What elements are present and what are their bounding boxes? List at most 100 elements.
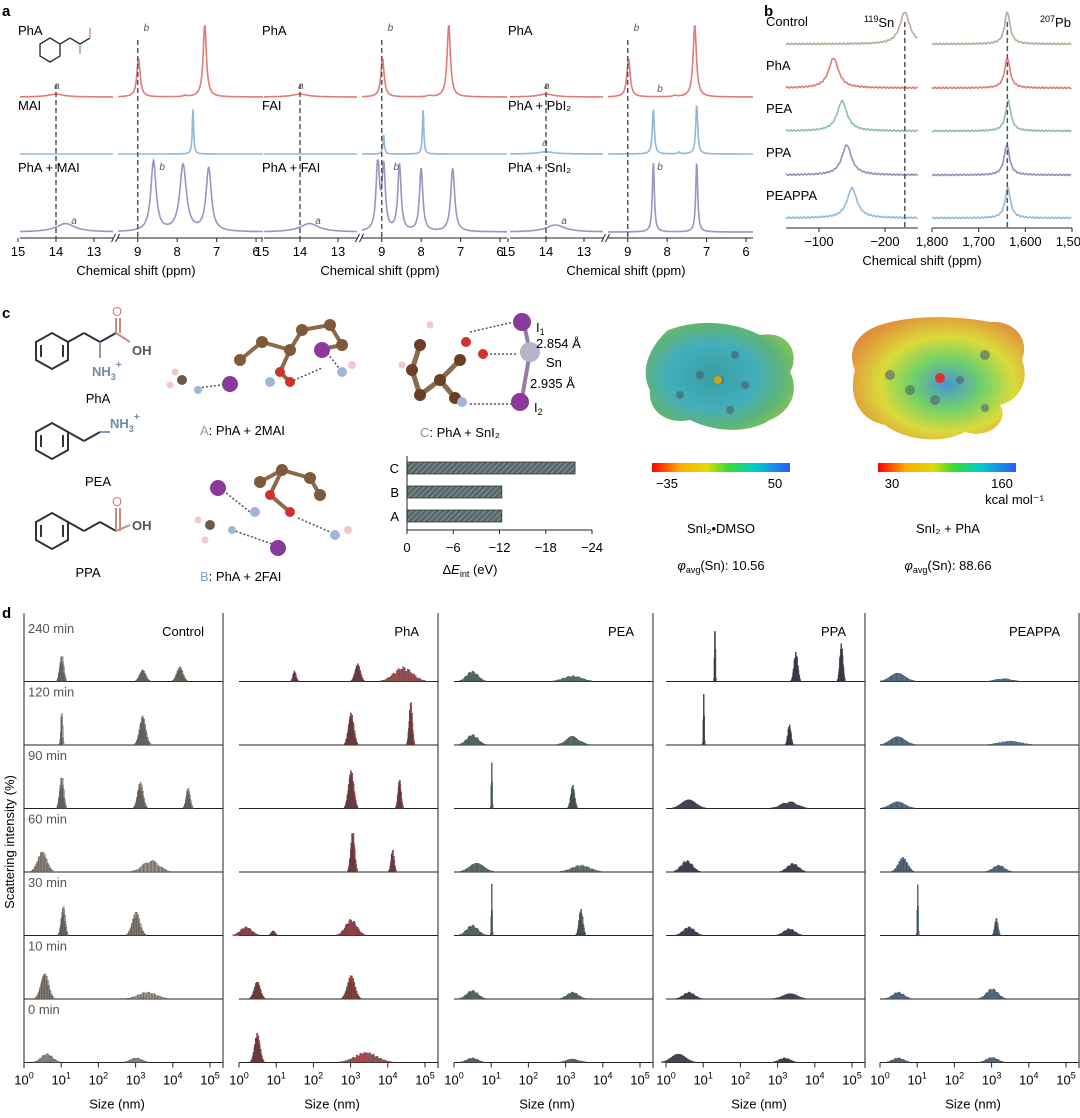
eint-bar-A xyxy=(406,509,503,523)
dls-bar xyxy=(898,736,901,746)
dls-bar xyxy=(696,804,699,809)
dls-bar xyxy=(385,678,387,682)
dls-bar xyxy=(887,677,890,682)
dls-bar xyxy=(898,673,901,682)
dls-bar xyxy=(461,870,463,873)
dls-bar xyxy=(776,806,778,809)
dls-bar xyxy=(589,868,592,873)
dls-bar xyxy=(775,997,777,1000)
nmr-group-2: PhA PhA + PbI₂ PhA + SnI₂ a b a b a b 15 14 13 9 8 7 6 C… xyxy=(501,23,753,278)
dls-y-axis-label: Scattering intensity (%) xyxy=(2,775,17,909)
pha-o-label: O xyxy=(112,304,122,319)
dls-bar xyxy=(166,998,169,1000)
x-axis-label: Size (nm) xyxy=(731,1097,787,1112)
dls-bar xyxy=(594,869,596,873)
esp2-title: SnI₂ + PhA xyxy=(916,521,980,536)
dls-bar xyxy=(684,1056,686,1063)
dls-bar xyxy=(800,934,803,936)
dls-bar xyxy=(900,737,902,746)
dls-bar xyxy=(138,994,141,1000)
dls-bar xyxy=(356,868,358,873)
dls-bar xyxy=(905,676,907,682)
x-axis-label: Size (nm) xyxy=(519,1097,575,1112)
dls-bar xyxy=(687,799,689,809)
dls-bar xyxy=(491,782,493,809)
dls-bar xyxy=(910,807,912,809)
dls-bar xyxy=(798,996,801,1000)
dls-bar xyxy=(897,673,900,682)
x-tick-label: 6 xyxy=(742,244,749,259)
tick-base: 10 xyxy=(163,1073,177,1088)
dls-bar xyxy=(715,677,717,682)
dls-bar xyxy=(796,995,798,1000)
dls-bar xyxy=(896,736,898,746)
dls-column-title: PhA xyxy=(394,624,419,639)
dls-bar xyxy=(691,800,694,809)
dls-bar xyxy=(994,679,996,682)
dls-bar xyxy=(146,1061,149,1063)
pha-structure xyxy=(35,318,131,371)
tick-base: 10 xyxy=(444,1073,458,1088)
complex-c-label: C: PhA + SnI₂ xyxy=(420,425,500,440)
dls-bar xyxy=(682,802,684,809)
nmr-trace-label: PhA + MAI xyxy=(18,160,80,175)
dls-bar xyxy=(880,680,882,682)
esp2-scale-unit: kcal mol⁻¹ xyxy=(985,492,1045,507)
dls-bar xyxy=(484,744,487,746)
dls-bar xyxy=(59,1061,61,1063)
nmr-trace-label: MAI xyxy=(18,98,41,113)
dls-bar xyxy=(155,995,158,1000)
tick-exp: 2 xyxy=(745,1071,750,1081)
dls-bar xyxy=(402,666,404,682)
dls-bar xyxy=(883,807,886,809)
esp-map-sni2-pha xyxy=(851,317,1025,440)
dls-bar xyxy=(897,801,900,809)
complex-c-i2-label: I2 xyxy=(534,400,543,417)
dls-bar xyxy=(992,743,995,746)
dls-bar xyxy=(482,866,484,873)
tick-base: 10 xyxy=(907,1073,921,1088)
dls-bar xyxy=(892,737,895,746)
dls-bar xyxy=(150,861,152,873)
dls-bar xyxy=(796,805,799,809)
x-tick-label: 104 xyxy=(378,1071,397,1088)
nmr-peak-annotation: a xyxy=(298,81,304,92)
dls-bar xyxy=(341,1061,343,1063)
x-tick-label: 105 xyxy=(842,1071,861,1088)
dls-bar xyxy=(679,803,682,809)
dls-bar xyxy=(386,677,389,682)
dls-bar xyxy=(394,673,397,682)
nmr-b-trace-pb-1 xyxy=(931,58,1072,90)
dls-bar xyxy=(678,804,680,809)
dls-bar xyxy=(264,998,266,1000)
dls-bar xyxy=(405,670,408,682)
dls-bar xyxy=(146,862,148,873)
dls-bar xyxy=(576,676,579,682)
tick-exp: 4 xyxy=(393,1071,398,1081)
int-sub: int xyxy=(460,569,470,579)
dls-bar xyxy=(794,803,796,809)
tick-base: 10 xyxy=(870,1073,884,1088)
dls-bar xyxy=(1012,680,1014,682)
tick-base: 10 xyxy=(378,1073,392,1088)
dls-bar xyxy=(798,805,800,809)
dls-bar xyxy=(778,997,781,1000)
tick-exp: 2 xyxy=(318,1071,323,1081)
dls-bar xyxy=(672,1056,674,1063)
dls-bar xyxy=(169,871,171,873)
tick-base: 10 xyxy=(14,1073,28,1088)
dls-bar xyxy=(704,807,706,809)
x-tick-label: −24 xyxy=(581,540,603,555)
dls-bar xyxy=(572,867,575,873)
dls-bar xyxy=(489,870,492,873)
tick-base: 10 xyxy=(1019,1073,1033,1088)
dls-bar xyxy=(790,801,792,809)
dls-bar xyxy=(561,870,564,873)
x-tick-label: 13 xyxy=(87,244,101,259)
dls-bar xyxy=(779,996,782,1000)
nmr-b-trace-pb-2 xyxy=(931,98,1072,133)
dls-bar xyxy=(165,997,167,1000)
bond xyxy=(69,37,81,45)
dls-bar xyxy=(339,1061,341,1063)
